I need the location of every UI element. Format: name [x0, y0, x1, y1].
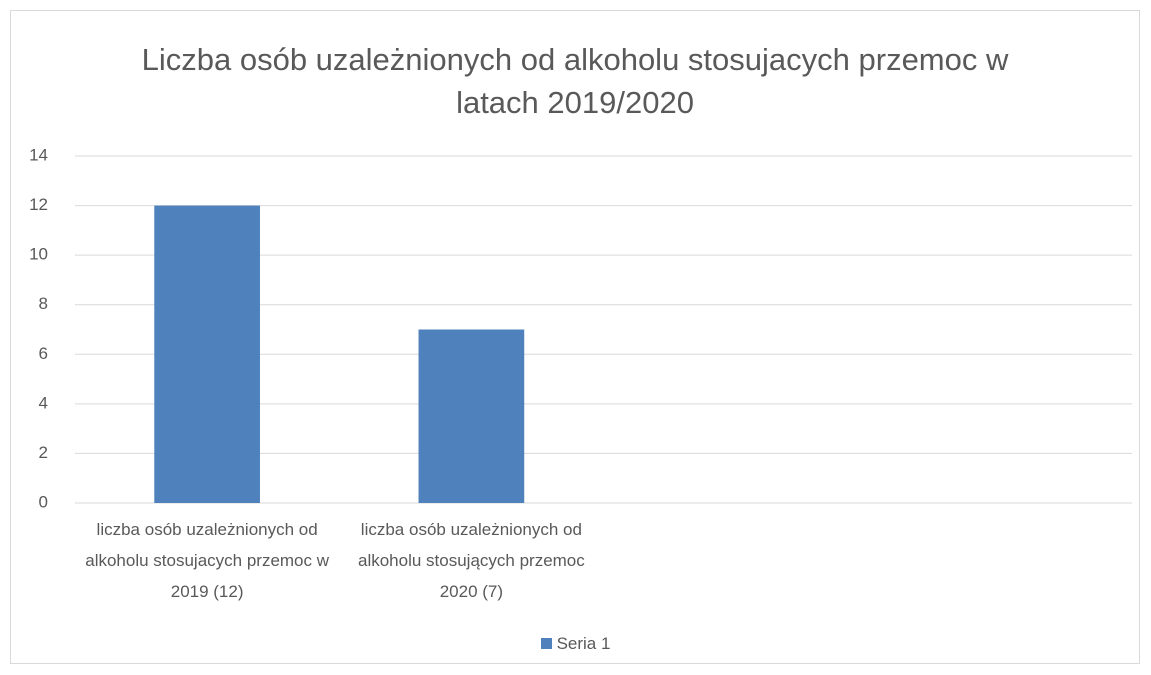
y-tick-label: 14: [29, 145, 48, 164]
y-tick-label: 0: [39, 492, 48, 511]
y-tick-label: 10: [29, 245, 48, 264]
legend-label: Seria 1: [556, 634, 611, 653]
legend: Seria 1: [0, 634, 1151, 654]
y-tick-label: 4: [39, 393, 48, 412]
chart-frame: [10, 10, 1140, 664]
y-tick-label: 6: [39, 344, 48, 363]
y-tick-label: 8: [39, 294, 48, 313]
bar: [418, 329, 525, 503]
chart-title: Liczba osób uzależnionych od alkoholu st…: [141, 42, 1009, 120]
y-tick-label: 12: [29, 195, 48, 214]
x-tick-label: liczba osób uzależnionych od alkoholu st…: [357, 520, 585, 601]
bar: [154, 205, 260, 504]
legend-swatch: [540, 638, 552, 649]
x-tick-label: liczba osób uzależnionych od alkoholu st…: [85, 520, 330, 601]
y-tick-label: 2: [39, 443, 48, 462]
